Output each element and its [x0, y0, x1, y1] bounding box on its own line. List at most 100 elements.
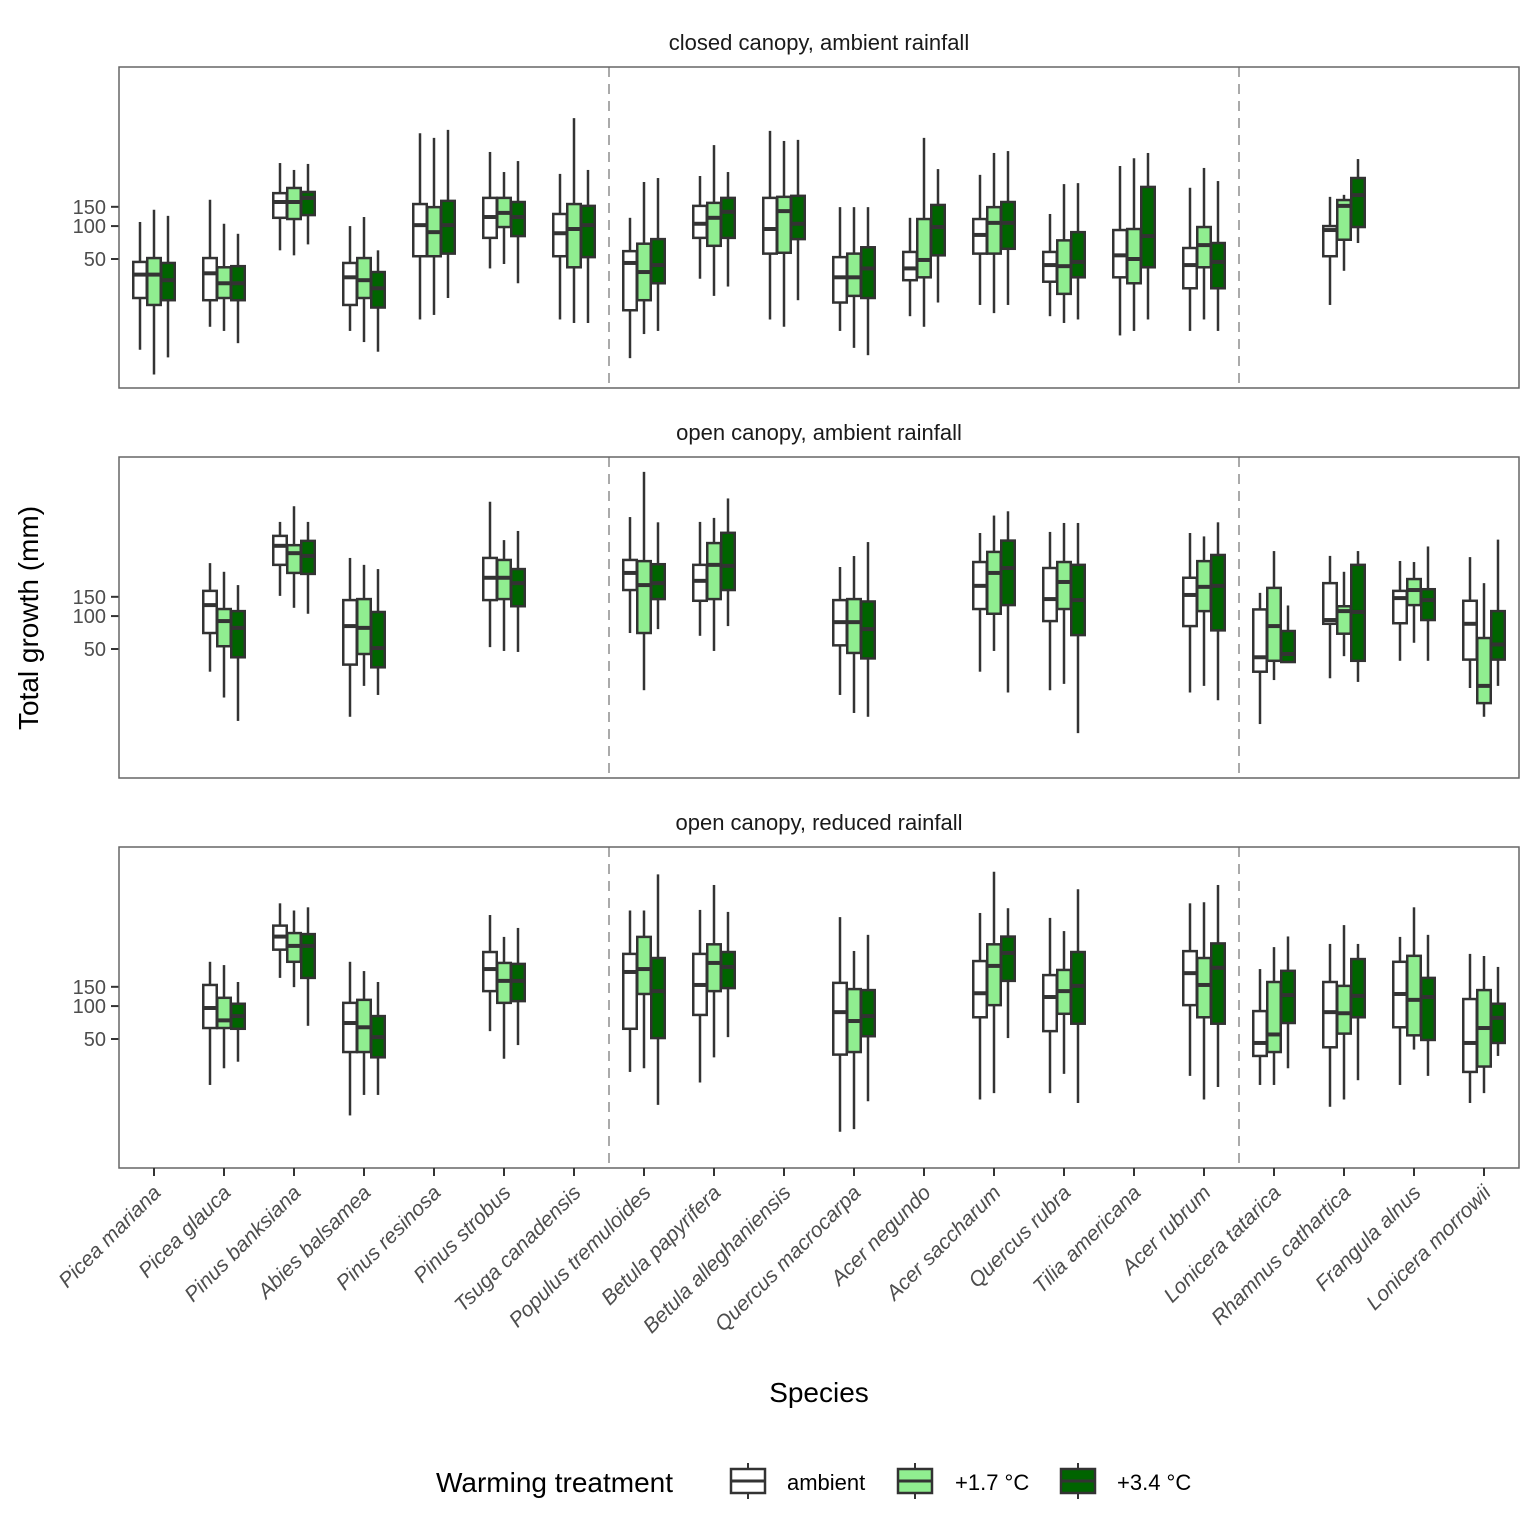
box-iqr [1476, 636, 1492, 705]
box-group [342, 217, 386, 352]
box-group [1042, 183, 1086, 323]
box-iqr [636, 935, 652, 996]
box-iqr [1182, 949, 1198, 1007]
x-tick-label: Betula papyrifera [597, 1181, 726, 1310]
box-iqr [132, 260, 148, 300]
box-group [412, 129, 456, 320]
box-iqr [846, 597, 862, 655]
box-group [202, 563, 246, 721]
box-iqr [216, 996, 232, 1030]
box-iqr [930, 203, 946, 257]
box-iqr [146, 256, 162, 307]
box-iqr [580, 204, 596, 259]
box-iqr [1406, 577, 1422, 607]
box-iqr [216, 607, 232, 648]
box-iqr [412, 202, 428, 258]
box-group [832, 542, 876, 717]
legend-title: Warming treatment [436, 1467, 673, 1498]
x-tick-label: Pinus banksiana [180, 1181, 305, 1306]
box-iqr [1070, 230, 1086, 279]
box-group [482, 501, 526, 652]
box-group [1392, 546, 1436, 661]
box-iqr [356, 256, 372, 300]
box-iqr [1000, 935, 1016, 983]
y-tick-label: 100 [73, 606, 106, 628]
box-group [1322, 925, 1366, 1107]
box-group [1252, 551, 1296, 725]
box-iqr [832, 255, 848, 304]
box-group [832, 207, 876, 356]
box-iqr [1420, 587, 1436, 622]
box-iqr [720, 531, 736, 592]
box-iqr [762, 196, 778, 255]
box-group [1042, 522, 1086, 734]
box-iqr [720, 196, 736, 240]
box-group [482, 151, 526, 284]
box-group [692, 498, 736, 651]
box-iqr [650, 956, 666, 1040]
box-iqr [300, 190, 316, 217]
box-iqr [202, 256, 218, 302]
box-group [1392, 907, 1436, 1085]
panel-border [118, 846, 1520, 1169]
box-iqr [496, 961, 512, 1005]
box-iqr [1350, 957, 1366, 1019]
legend-key: +3.4 °C [1059, 1463, 1191, 1499]
box-iqr [706, 541, 722, 601]
box-group [1112, 152, 1156, 336]
box-iqr [1406, 954, 1422, 1037]
box-group [1182, 522, 1226, 701]
box-iqr [1042, 566, 1058, 623]
x-tick-label: Tsuga canadensis [450, 1181, 586, 1317]
box-group [622, 178, 666, 359]
box-iqr [342, 598, 358, 666]
box-iqr [272, 534, 288, 567]
box-group [552, 118, 596, 323]
box-iqr [986, 550, 1002, 616]
box-iqr [846, 252, 862, 298]
y-tick-label: 50 [84, 1029, 106, 1051]
box-group [1252, 936, 1296, 1085]
y-tick-label: 150 [73, 197, 106, 219]
box-iqr [1490, 609, 1506, 661]
box-iqr [440, 199, 456, 255]
box-group [832, 917, 876, 1132]
panel-border [118, 66, 1520, 389]
box-iqr [1252, 608, 1268, 673]
box-iqr [1322, 224, 1338, 258]
box-iqr [986, 205, 1002, 255]
y-tick-label: 150 [73, 587, 106, 609]
box-group [692, 145, 736, 296]
legend-key: +1.7 °C [896, 1463, 1029, 1499]
legend-label: ambient [787, 1470, 865, 1495]
box-iqr [916, 217, 932, 279]
box-iqr [1196, 225, 1212, 269]
box-iqr [706, 201, 722, 248]
box-group [972, 151, 1016, 314]
box-iqr [1182, 576, 1198, 628]
box-iqr [1392, 589, 1408, 625]
y-tick-label: 100 [73, 996, 106, 1018]
box-iqr [706, 943, 722, 993]
box-iqr [510, 200, 526, 238]
box-iqr [1252, 1009, 1268, 1058]
box-iqr [1140, 185, 1156, 269]
legend-key: ambient [729, 1463, 865, 1499]
y-tick-label: 50 [84, 639, 106, 661]
box-group [1042, 889, 1086, 1103]
box-iqr [622, 558, 638, 592]
box-iqr [510, 567, 526, 608]
plot-background [119, 67, 1519, 388]
box-group [1182, 884, 1226, 1100]
box-group [972, 511, 1016, 693]
facet-title: open canopy, ambient rainfall [676, 420, 962, 445]
box-iqr [286, 543, 302, 575]
box-group [1182, 167, 1226, 331]
box-group [272, 506, 316, 614]
box-group [1462, 953, 1506, 1103]
box-iqr [1056, 560, 1072, 611]
legend-label: +3.4 °C [1117, 1470, 1191, 1495]
x-tick-label: Lonicera morrowii [1362, 1180, 1496, 1314]
